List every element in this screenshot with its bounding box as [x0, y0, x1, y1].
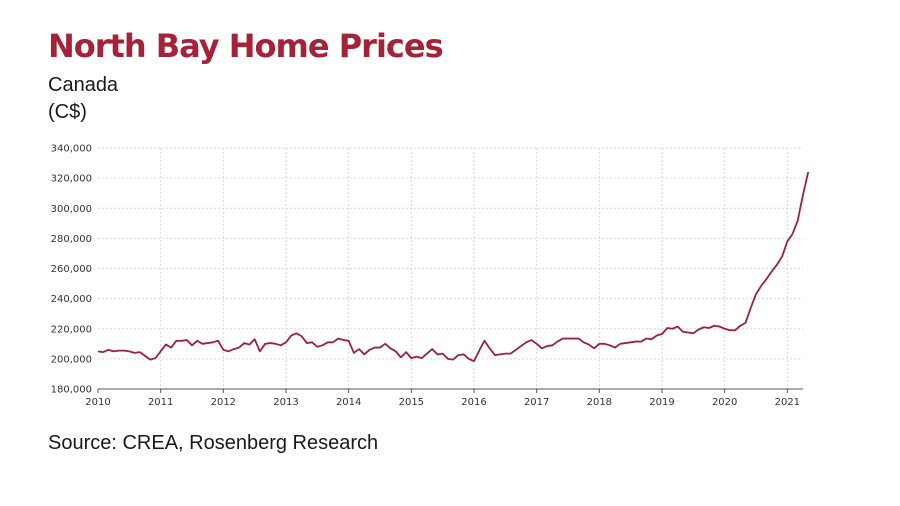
- x-tick-marks: [97, 389, 788, 393]
- y-tick-label: 340,000: [51, 144, 92, 155]
- x-tick-label: 2015: [399, 397, 424, 408]
- x-tick-label: 2011: [148, 397, 173, 408]
- units-label: (C$): [48, 101, 87, 123]
- x-tick-label: 2017: [524, 397, 549, 408]
- x-gridlines: [160, 148, 788, 389]
- x-tick-label: 2013: [273, 397, 298, 408]
- y-tick-label: 320,000: [51, 174, 92, 185]
- y-tick-label: 180,000: [51, 385, 92, 396]
- y-tick-label: 280,000: [51, 234, 92, 245]
- x-tick-label: 2016: [461, 397, 486, 408]
- source-note: Source: CREA, Rosenberg Research: [48, 432, 379, 454]
- chart-title: North Bay Home Prices: [48, 27, 444, 65]
- x-tick-label: 2021: [775, 397, 800, 408]
- x-tick-label: 2014: [336, 397, 361, 408]
- x-tick-labels: 2010 2011 2012 2013 2014 2015 2016 2017 2018 2019…: [85, 397, 800, 408]
- y-tick-label: 300,000: [51, 204, 92, 215]
- y-tick-label: 260,000: [51, 264, 92, 275]
- chart-area: 180,000 200,000 220,000 240,000 260,000 280,0…: [30, 138, 820, 418]
- y-tick-label: 220,000: [51, 324, 92, 335]
- line-chart: 180,000 200,000 220,000 240,000 260,000 280,0…: [51, 144, 810, 408]
- x-tick-label: 2019: [649, 397, 674, 408]
- x-tick-label: 2018: [587, 397, 612, 408]
- x-tick-label: 2020: [712, 397, 737, 408]
- x-tick-label: 2010: [85, 397, 110, 408]
- y-tick-label: 240,000: [51, 294, 92, 305]
- chart-subtitle: Canada: [48, 74, 119, 96]
- y-tick-label: 200,000: [51, 354, 92, 365]
- x-tick-label: 2012: [211, 397, 236, 408]
- y-gridlines: [98, 147, 803, 360]
- series-line-north-bay: [97, 171, 810, 363]
- y-tick-labels: 180,000 200,000 220,000 240,000 260,000 280,0…: [51, 144, 92, 396]
